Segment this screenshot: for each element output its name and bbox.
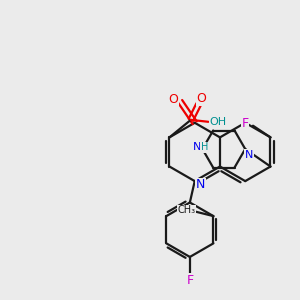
Text: N: N	[192, 142, 201, 152]
Text: CH₃: CH₃	[177, 205, 195, 215]
Text: OH: OH	[209, 117, 226, 127]
Text: N: N	[196, 178, 205, 191]
Text: O: O	[196, 92, 206, 105]
Text: N: N	[245, 150, 253, 160]
Text: F: F	[242, 117, 249, 130]
Text: O: O	[168, 93, 178, 106]
Text: H: H	[201, 142, 208, 152]
Text: F: F	[186, 274, 194, 287]
